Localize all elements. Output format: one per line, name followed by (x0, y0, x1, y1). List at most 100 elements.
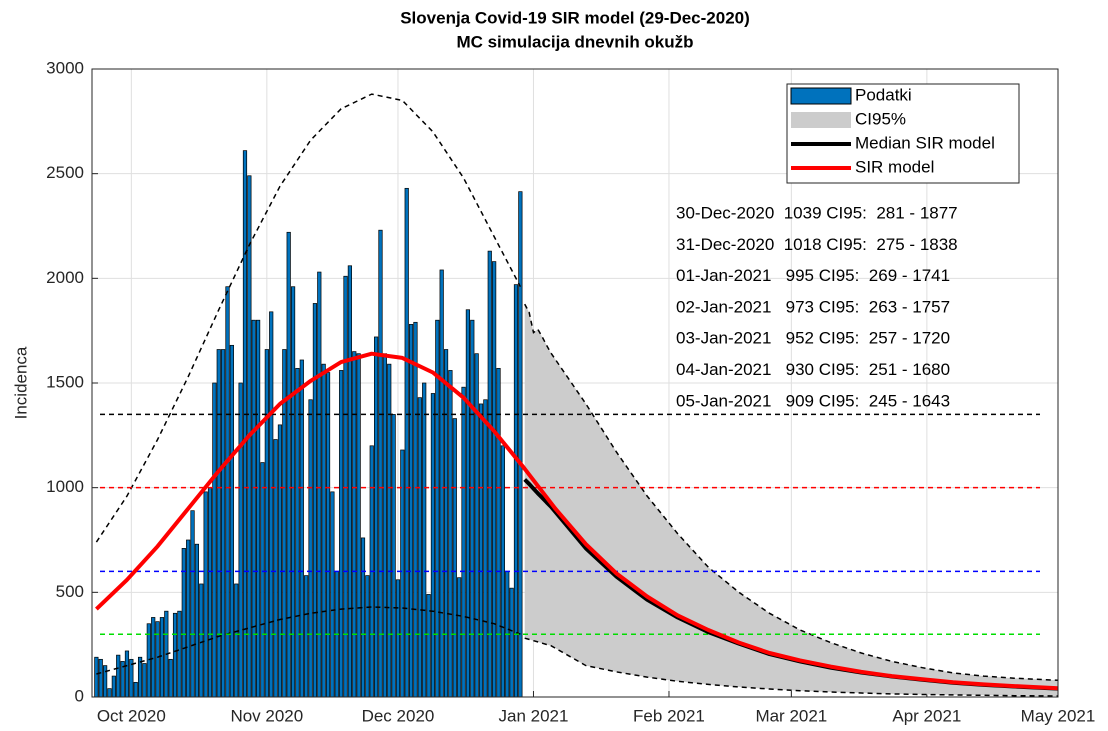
y-tick-label: 1500 (46, 372, 84, 391)
bar (312, 303, 318, 698)
legend-label: CI95% (855, 109, 906, 128)
bar (229, 344, 234, 698)
bar (487, 250, 492, 698)
envelope-lower (96, 606, 521, 675)
x-tick-label: Mar 2021 (755, 706, 827, 725)
x-tick-label: Feb 2021 (633, 706, 705, 725)
bar (295, 367, 300, 698)
bar (430, 393, 436, 698)
annotation: 04-Jan-2021 930 CI95: 251 - 1680 (676, 360, 950, 379)
bar (216, 349, 221, 698)
bar (137, 656, 143, 698)
bar (94, 656, 99, 698)
bar (299, 359, 304, 698)
legend-swatch (791, 112, 851, 128)
chart-subtitle: MC simulacija dnevnih okužb (456, 32, 693, 51)
bar (321, 363, 326, 698)
bar (352, 351, 357, 698)
annotation: 05-Jan-2021 909 CI95: 245 - 1643 (676, 391, 950, 410)
bar (190, 510, 195, 698)
bar (439, 269, 444, 698)
annotation: 01-Jan-2021 995 CI95: 269 - 1741 (676, 266, 950, 285)
bar (286, 231, 291, 698)
line (95, 351, 1059, 691)
bar (404, 187, 409, 698)
bar (234, 583, 239, 698)
legend-swatch (790, 87, 852, 105)
bar (238, 382, 243, 698)
bar (107, 688, 112, 698)
y-tick-label: 500 (56, 582, 84, 601)
bar (269, 311, 274, 698)
y-tick-label: 2000 (46, 268, 84, 287)
bar (172, 612, 178, 698)
bar (199, 583, 204, 698)
bar (408, 324, 414, 698)
bar (207, 487, 213, 698)
annotation: 31-Dec-2020 1018 CI95: 275 - 1838 (676, 235, 958, 254)
bar (478, 403, 484, 698)
ci-bound (524, 637, 1059, 697)
x-tick-label: May 2021 (1021, 706, 1096, 725)
x-tick-label: Jan 2021 (498, 706, 568, 725)
bar (308, 399, 313, 698)
bar (374, 336, 379, 698)
bar (155, 621, 160, 698)
bar (492, 261, 497, 698)
bar (325, 372, 331, 698)
axes-frame (91, 68, 1059, 698)
x-tick-label: Dec 2020 (362, 706, 435, 725)
bar (277, 424, 283, 698)
bar (365, 575, 370, 698)
bar (290, 286, 296, 698)
y-axis-label: Incidenca (11, 346, 30, 419)
bar (443, 349, 449, 698)
bar (470, 319, 475, 698)
bar (212, 382, 217, 698)
bar (339, 370, 344, 698)
bar (474, 353, 479, 698)
bar (500, 445, 505, 698)
bar (186, 539, 191, 698)
bar (264, 349, 269, 698)
x-tick-label: Apr 2021 (892, 706, 961, 725)
annotation: 02-Jan-2021 973 CI95: 263 - 1757 (676, 297, 950, 316)
y-tick-label: 2500 (46, 163, 84, 182)
bar (111, 675, 116, 698)
bar (422, 382, 427, 698)
bar (133, 681, 138, 698)
bar (483, 399, 488, 698)
bar (221, 349, 226, 698)
bar (391, 414, 396, 698)
bar (260, 462, 265, 698)
bar (124, 650, 130, 698)
bar (151, 617, 156, 698)
bar (382, 353, 387, 698)
bar (426, 594, 431, 698)
ci-bound (524, 303, 1059, 682)
bar (465, 309, 471, 698)
ci-band (524, 304, 1058, 696)
bar (360, 537, 366, 698)
x-tick-label: Oct 2020 (97, 706, 166, 725)
bar (177, 610, 182, 698)
legend-label: Podatki (855, 85, 912, 104)
legend-label: Median SIR model (855, 133, 995, 152)
bar (242, 150, 248, 698)
bar (448, 370, 453, 698)
bar (225, 286, 230, 698)
bar (496, 367, 501, 698)
annotation: 30-Dec-2020 1039 CI95: 281 - 1877 (676, 203, 958, 222)
bar (457, 577, 462, 698)
bar (330, 491, 335, 698)
y-tick-label: 3000 (46, 58, 84, 77)
bar (98, 658, 103, 698)
bar (347, 265, 352, 698)
bar (395, 579, 401, 698)
bar (116, 654, 121, 698)
bar (509, 587, 514, 698)
y-tick-label: 0 (75, 686, 84, 705)
bar (168, 658, 173, 698)
bar (304, 575, 309, 698)
